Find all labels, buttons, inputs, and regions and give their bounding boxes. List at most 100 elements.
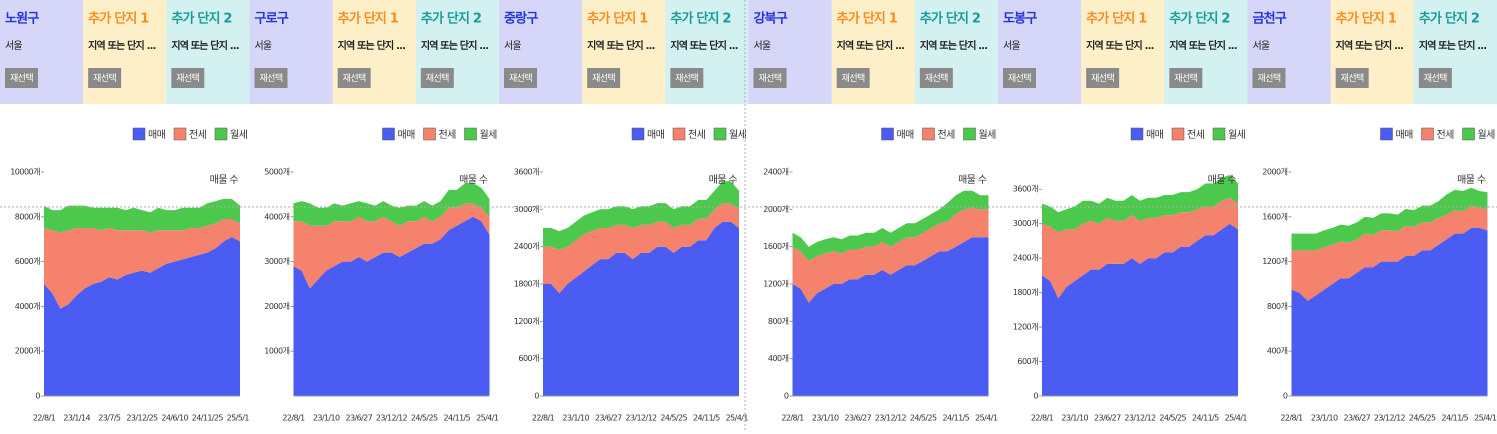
x-tick-label: 23/7/5 [98,414,121,423]
x-tick-label: 25/5/13 [227,414,254,423]
legend-swatch [1422,128,1434,140]
reselect-label[interactable]: 재선택 [343,73,366,84]
legend-label: 전세 [1437,129,1455,141]
y-tick-label: 600개 [518,353,539,363]
reselect-label[interactable]: 재선택 [592,73,615,84]
y-tick-label: 800개 [768,316,789,326]
reselect-label[interactable]: 재선택 [675,73,698,84]
reselect-label[interactable]: 재선택 [259,73,282,84]
header-title: 추가 단지 1 [1086,11,1147,27]
reselect-label[interactable]: 재선택 [1091,73,1114,84]
y-tick-label: 1800개 [514,279,539,289]
x-tick-label: 23/12/12 [376,414,408,423]
legend-swatch [133,128,145,140]
x-tick-label: 24/5/25 [1409,414,1436,423]
y-tick-label: 4000개 [15,301,40,311]
header-title: 강북구 [754,11,788,27]
x-tick-label: 23/12/12 [625,414,657,423]
header-title: 추가 단지 2 [421,11,481,27]
y-tick-label: 0 [1033,392,1038,401]
reselect-label[interactable]: 재선택 [1174,73,1197,84]
header-subtitle: 서울 [1253,40,1270,52]
legend-label: 전세 [189,129,207,141]
header-subtitle: 서울 [5,40,22,52]
reselect-label[interactable]: 재선택 [1424,73,1447,84]
legend-label: 전세 [688,129,706,141]
legend-swatch [1131,128,1143,140]
reselect-label[interactable]: 재선택 [176,73,199,84]
legend-label: 월세 [1228,129,1246,141]
header-subtitle: 지역 또는 단지 ... [171,39,238,52]
header-subtitle: 지역 또는 단지 ... [670,39,737,52]
header-title: 구로구 [255,12,289,27]
x-tick-label: 23/1/10 [1311,414,1338,423]
x-tick-label: 23/6/27 [1094,414,1121,423]
header-subtitle: 서울 [1003,40,1020,52]
y-tick-label: 10000개 [10,167,40,177]
legend-label: 매매 [647,129,665,141]
reselect-label[interactable]: 재선택 [1341,73,1364,84]
legend-label: 전세 [938,129,956,141]
annotation: 매물 수 [459,174,488,186]
x-tick-label: 23/6/27 [1344,414,1371,423]
reselect-label[interactable]: 재선택 [842,73,865,84]
reselect-label[interactable]: 재선택 [925,73,948,84]
annotation: 매물 수 [210,174,239,186]
x-tick-label: 23/1/10 [562,414,589,423]
y-tick-label: 2400개 [1013,253,1038,263]
header-title: 추가 단지 1 [587,11,648,27]
y-tick-label: 0 [784,392,789,401]
header-subtitle: 지역 또는 단지 ... [88,39,155,52]
legend-label: 월세 [729,129,747,141]
annotation: 매물 수 [1208,174,1237,186]
header-title: 노원구 [5,12,39,27]
header-title: 추가 단지 2 [1169,11,1229,27]
legend-swatch [1213,128,1225,140]
header-title: 추가 단지 2 [1419,11,1479,27]
legend-swatch [923,128,935,140]
header-title: 추가 단지 2 [670,11,730,27]
reselect-label[interactable]: 재선택 [509,73,532,84]
y-tick-label: 600개 [1017,356,1038,366]
legend-swatch [1463,128,1475,140]
y-tick-label: 0 [35,392,40,401]
legend-label: 전세 [439,129,457,141]
header-title: 중랑구 [504,12,538,27]
annotation: 매물 수 [958,174,987,186]
x-tick-label: 22/8/1 [1280,414,1303,423]
x-tick-label: 24/6/10 [161,414,188,423]
legend-swatch [964,128,976,140]
x-tick-label: 24/5/25 [660,414,687,423]
reselect-label[interactable]: 재선택 [1257,73,1280,84]
y-tick-label: 1200개 [1262,256,1287,266]
header-subtitle: 지역 또는 단지 ... [338,39,405,52]
legend-swatch [882,128,894,140]
legend-label: 월세 [230,129,248,141]
header-subtitle: 지역 또는 단지 ... [1086,39,1153,52]
y-tick-label: 4000개 [264,211,289,221]
x-tick-label: 24/5/25 [411,414,438,423]
x-tick-label: 22/8/1 [282,414,305,423]
reselect-label[interactable]: 재선택 [93,73,116,84]
header-subtitle: 지역 또는 단지 ... [1336,39,1403,52]
x-tick-label: 23/6/27 [346,414,373,423]
y-tick-label: 0 [534,392,539,401]
x-tick-label: 22/8/1 [1031,414,1054,423]
header-subtitle: 지역 또는 단지 ... [837,39,904,52]
y-tick-label: 3000개 [514,204,539,214]
reselect-label[interactable]: 재선택 [426,73,449,84]
legend-swatch [632,128,644,140]
reselect-label[interactable]: 재선택 [1008,73,1031,84]
x-tick-label: 23/1/14 [63,414,90,423]
header-subtitle: 서울 [504,40,521,52]
x-tick-label: 25/4/19 [1474,414,1497,423]
reselect-label[interactable]: 재선택 [10,73,33,84]
reselect-label[interactable]: 재선택 [758,73,781,84]
